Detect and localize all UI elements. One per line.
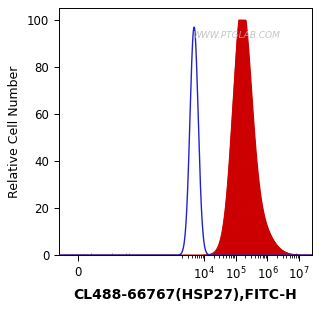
Y-axis label: Relative Cell Number: Relative Cell Number [8,65,21,198]
X-axis label: CL488-66767(HSP27),FITC-H: CL488-66767(HSP27),FITC-H [73,288,297,302]
Text: WWW.PTGLAB.COM: WWW.PTGLAB.COM [192,31,280,40]
